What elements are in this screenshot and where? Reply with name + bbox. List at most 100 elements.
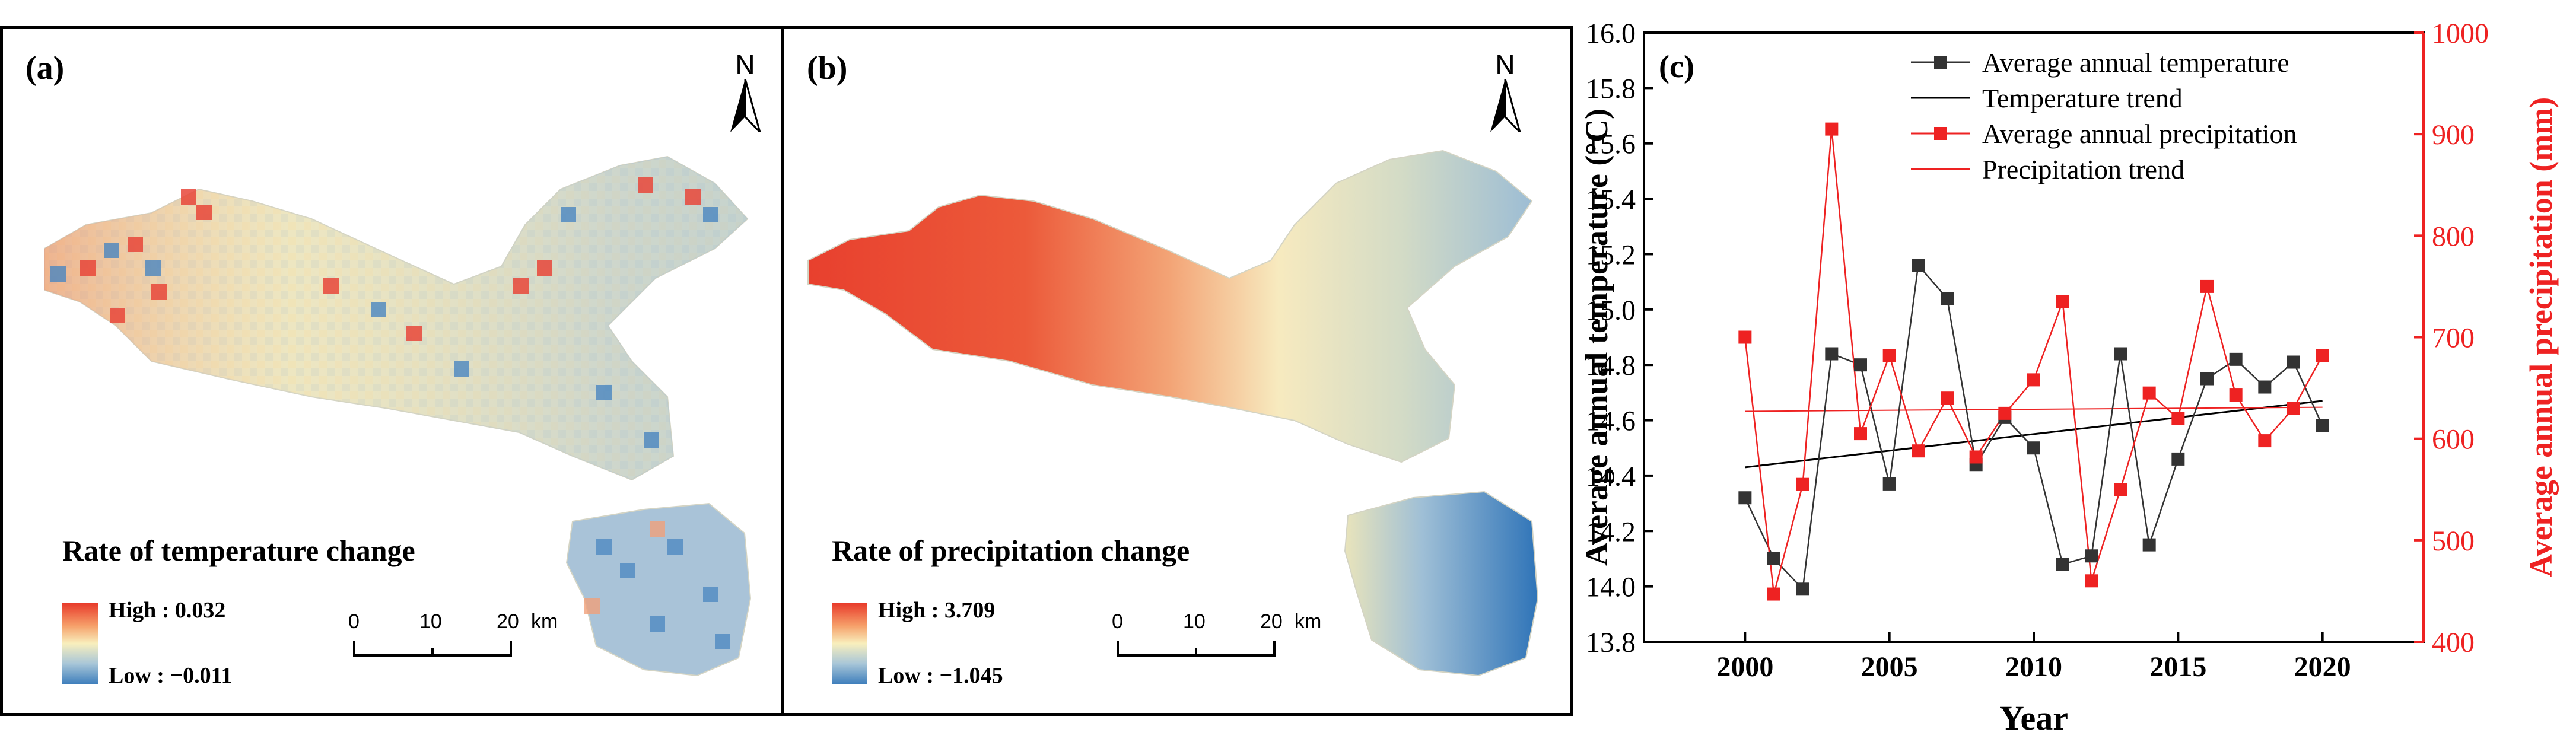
temperature-point	[2258, 380, 2272, 394]
legend-marker-sample	[1934, 56, 1947, 69]
y-left-tick-label: 14.6	[1586, 406, 1636, 437]
y-left-tick-label: 14.2	[1586, 516, 1636, 547]
x-axis-label: Year	[1999, 699, 2068, 737]
y-right-tick-label: 400	[2432, 627, 2475, 658]
precipitation-point	[2171, 412, 2185, 425]
precipitation-point	[1969, 450, 1983, 464]
north-arrow-shape	[1490, 78, 1521, 133]
y-right-tick-label: 1000	[2432, 18, 2489, 49]
scale-unit: km	[531, 610, 558, 633]
x-tick-label: 2015	[2149, 651, 2206, 683]
panel-label: (b)	[807, 50, 848, 87]
legend-low-label: Low : −1.045	[878, 663, 1003, 688]
y-right-tick-label: 900	[2432, 119, 2475, 151]
region-shape-main	[807, 149, 1533, 463]
x-tick-label: 2005	[1861, 651, 1918, 683]
north-label: N	[735, 49, 755, 80]
precipitation-trend-line	[1745, 406, 2323, 412]
scale-tick-10: 10	[419, 610, 442, 633]
high-rate-cells	[80, 177, 701, 341]
temperature-point	[2200, 372, 2214, 386]
map-panel-precipitation: (b) N Rate of precipitation c	[781, 26, 1573, 716]
temperature-point	[2114, 347, 2127, 361]
color-ramp	[832, 603, 867, 684]
precipitation-point	[1941, 391, 1954, 405]
temperature-point	[2027, 441, 2040, 455]
scale-unit: km	[1295, 610, 1322, 633]
precipitation-point	[2316, 349, 2329, 362]
legend-entry: Average annual precipitation	[1982, 119, 2297, 149]
temperature-point	[2056, 558, 2069, 571]
y-right-tick-label: 500	[2432, 526, 2475, 557]
temperature-point	[1882, 477, 1896, 491]
temperature-point	[1796, 582, 1809, 596]
precipitation-point	[2258, 434, 2272, 448]
y-left-tick-label: 13.8	[1586, 627, 1636, 658]
precipitation-point	[1767, 587, 1780, 601]
precipitation-point	[2229, 388, 2243, 402]
legend-title: Rate of precipitation change	[832, 534, 1190, 567]
legend-entry: Average annual temperature	[1982, 47, 2289, 78]
precipitation-point	[2085, 574, 2098, 588]
temperature-series-line	[1744, 263, 2323, 591]
panel-label: (c)	[1659, 49, 1694, 84]
precipitation-point	[2287, 402, 2300, 415]
y-left-axis-label: Average annual temperature (°C)	[1579, 109, 1614, 566]
temperature-point	[1941, 292, 1954, 305]
precipitation-point	[2056, 295, 2069, 308]
scale-tick-20: 20	[497, 610, 519, 633]
temperature-point	[1738, 491, 1752, 505]
x-tick-label: 2020	[2294, 651, 2351, 683]
north-arrow-icon: N	[1484, 50, 1526, 135]
legend-marker-sample	[1934, 127, 1947, 140]
precipitation-point	[2027, 373, 2040, 387]
y-right-tick-label: 800	[2432, 221, 2475, 252]
scale-tick-0: 0	[1112, 610, 1123, 633]
legend-title: Rate of temperature change	[62, 534, 415, 567]
temperature-point	[2171, 452, 2185, 466]
color-ramp	[62, 603, 98, 684]
precipitation-point	[2142, 386, 2156, 400]
panel-label: (a)	[26, 50, 65, 87]
y-right-tick-label: 700	[2432, 323, 2475, 354]
y-right-axis-label: Average annual precipitation (mm)	[2523, 97, 2559, 577]
climate-trend-chart: (c) 13.8 14.0 14.2 14.4 14.6 14.8 15.0 15.2 15.4 1…	[1579, 18, 2559, 737]
y-left-tick-label: 16.0	[1586, 18, 1636, 49]
temperature-point	[1767, 552, 1780, 565]
y-left-tick-label: 15.8	[1586, 73, 1636, 104]
temperature-point	[2287, 355, 2300, 369]
y-left-tick-label: 14.8	[1586, 350, 1636, 381]
temperature-point	[2142, 538, 2156, 552]
temperature-point	[2316, 419, 2329, 432]
region-shape-south	[565, 502, 752, 677]
y-right-tick-label: 600	[2432, 424, 2475, 456]
precipitation-point	[1825, 122, 1839, 136]
north-label: N	[1495, 49, 1515, 80]
y-left-tick-label: 15.4	[1586, 184, 1636, 215]
legend-entry: Temperature trend	[1982, 83, 2183, 113]
temperature-rate-map	[44, 155, 752, 677]
y-left-tick-label: 15.2	[1586, 239, 1636, 270]
precipitation-point	[1882, 349, 1896, 362]
region-shape-south	[1344, 491, 1539, 677]
legend-entry: Precipitation trend	[1982, 154, 2184, 184]
precipitation-point	[1738, 330, 1752, 344]
north-arrow-icon: N	[724, 50, 766, 135]
precipitation-point	[1854, 427, 1867, 441]
y-left-tick-label: 15.6	[1586, 129, 1636, 160]
precipitation-point	[1796, 477, 1809, 491]
scale-tick-20: 20	[1260, 610, 1283, 633]
y-left-tick-label: 14.4	[1586, 461, 1636, 492]
legend-high-label: High : 3.709	[878, 598, 996, 623]
temperature-point	[2085, 549, 2098, 563]
precipitation-point	[2200, 279, 2214, 293]
north-arrow-shape	[730, 78, 761, 133]
scale-tick-10: 10	[1183, 610, 1206, 633]
temperature-point	[1912, 259, 1925, 272]
precipitation-point	[2114, 483, 2127, 496]
legend-low-label: Low : −0.011	[109, 663, 233, 688]
temperature-point	[1825, 347, 1839, 361]
legend-high-label: High : 0.032	[109, 598, 226, 623]
temperature-point	[1854, 358, 1867, 372]
precipitation-rate-map	[807, 149, 1539, 677]
